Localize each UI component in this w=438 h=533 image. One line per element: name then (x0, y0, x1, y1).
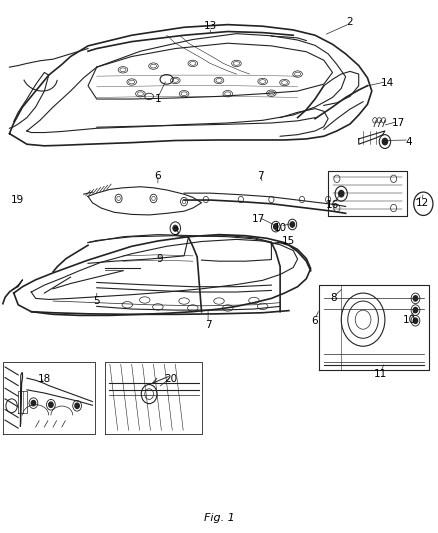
Text: 19: 19 (11, 195, 24, 205)
Text: 12: 12 (415, 198, 429, 208)
Text: 2: 2 (346, 17, 353, 27)
Circle shape (31, 400, 35, 406)
Circle shape (173, 225, 178, 231)
Text: 1: 1 (155, 94, 161, 104)
Text: 17: 17 (252, 214, 265, 224)
Circle shape (413, 318, 418, 324)
Text: 18: 18 (38, 374, 51, 384)
Text: 4: 4 (406, 136, 412, 147)
Circle shape (339, 190, 344, 197)
Text: 11: 11 (374, 369, 387, 379)
Circle shape (75, 403, 79, 408)
Text: 17: 17 (392, 118, 405, 128)
Circle shape (49, 402, 53, 407)
Circle shape (274, 224, 278, 229)
Text: 7: 7 (257, 171, 264, 181)
Text: 10: 10 (403, 314, 416, 325)
Circle shape (290, 222, 294, 227)
Text: 7: 7 (205, 320, 212, 330)
Circle shape (382, 139, 388, 145)
Text: 16: 16 (326, 200, 339, 211)
Text: 14: 14 (381, 78, 394, 88)
Text: 5: 5 (93, 296, 100, 306)
Text: 9: 9 (157, 254, 163, 263)
Text: 15: 15 (282, 236, 296, 246)
Circle shape (413, 308, 418, 313)
Circle shape (413, 296, 418, 301)
Text: 20: 20 (164, 374, 177, 384)
Text: 6: 6 (312, 316, 318, 326)
Text: Fig. 1: Fig. 1 (204, 513, 234, 523)
Text: 8: 8 (330, 293, 337, 303)
Text: 13: 13 (204, 21, 217, 31)
Text: 10: 10 (274, 223, 287, 233)
Text: 3: 3 (172, 227, 179, 237)
Text: 6: 6 (155, 171, 161, 181)
